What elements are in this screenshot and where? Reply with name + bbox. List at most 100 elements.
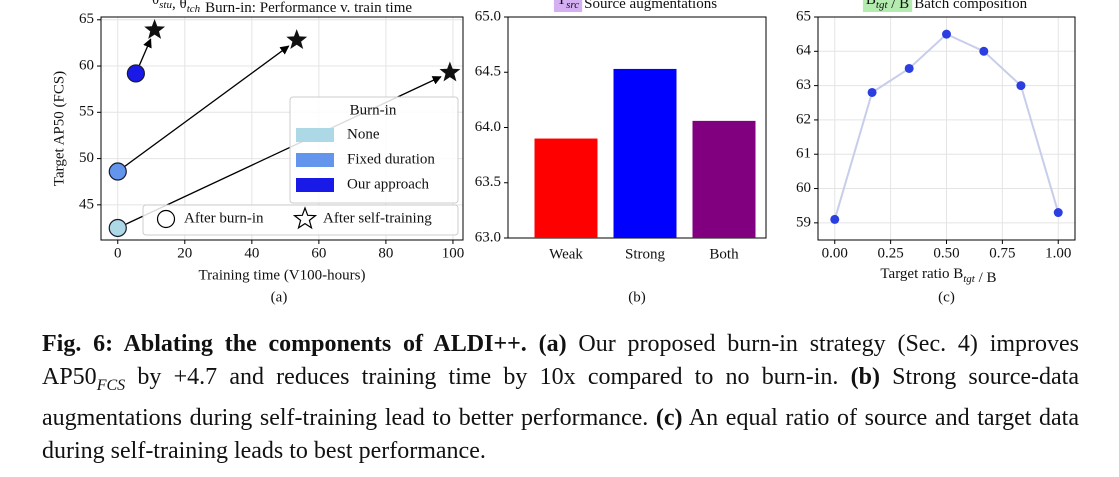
legend-label: Fixed duration [347, 151, 435, 167]
y-tick-label: 65 [79, 11, 94, 27]
x-tick-label: 0.75 [989, 245, 1015, 261]
y-axis-label: Target AP50 (FCS) [51, 71, 67, 186]
y-tick-label: 64.0 [475, 119, 501, 135]
math-base: / B [888, 0, 910, 12]
panel: 63.0 63.5 64.0 64.5 65.0 Tsrc Source augmentat… [475, 0, 767, 305]
math-sub: src [566, 0, 579, 11]
x-tick-label: 1.00 [1045, 245, 1071, 261]
y-tick-label: 61 [796, 146, 811, 162]
bar [613, 68, 677, 238]
caption-bold: (b) [850, 364, 880, 390]
legend-swatch [296, 153, 334, 167]
caption-normal: Our proposed burn-in strategy (Sec. 4) i… [42, 331, 1080, 390]
y-tick-label: 63.0 [475, 229, 501, 245]
legend-label: None [347, 126, 380, 142]
point [1053, 208, 1063, 218]
legend-swatch [296, 128, 334, 142]
point [904, 63, 914, 73]
x-tick-label: 60 [311, 245, 326, 261]
y-tick-label: 45 [79, 196, 94, 212]
title-highlight [862, 0, 913, 12]
panel-label: (a) [271, 289, 288, 305]
y-tick-label: 64 [796, 43, 812, 59]
y-tick-label: 62 [796, 111, 811, 127]
plot-frame [817, 16, 1076, 241]
legend-label: Our approach [347, 176, 430, 192]
math-base: / B [975, 270, 997, 286]
math-sub: tgt [963, 273, 976, 285]
math-base: θ [152, 0, 159, 8]
self-training-point [286, 29, 308, 49]
y-tick-label: 65 [796, 8, 811, 24]
marker-legend-label: After burn-in [184, 210, 264, 226]
panel: 59 60 61 62 63 64 65 0.00 0.25 0.50 0.75 1.00 Btgt /… [796, 0, 1076, 305]
burn-in-point [108, 218, 127, 238]
arrow [124, 45, 290, 167]
panel-label: (c) [938, 289, 955, 305]
math-base: , θ [172, 0, 187, 12]
x-tick-label: 100 [442, 245, 465, 261]
x-axis-label: Target ratio Btgt / B [880, 266, 996, 286]
math-base: T [557, 0, 566, 8]
legend-box [289, 96, 459, 204]
plot-frame [100, 16, 464, 241]
caption-sub: FCS [96, 376, 126, 394]
x-tick-label: 80 [378, 245, 393, 261]
x-tick-label: 40 [244, 245, 259, 261]
caption: Fig. 6: Ablating the components of ALDI+… [42, 328, 1079, 468]
marker-legend-star [292, 206, 318, 230]
self-training-point [144, 19, 166, 39]
x-tick-label: 0 [114, 245, 122, 261]
point [830, 214, 840, 224]
y-tick-label: 63.5 [475, 174, 501, 190]
caption-bold: Fig. 6: Ablating the components of ALDI+… [42, 331, 567, 357]
x-tick-label: 0.25 [878, 245, 904, 261]
point [867, 87, 877, 97]
panel: 45 50 55 60 65 0 20 40 60 80 100 θstu, θtch Burn-in:… [51, 0, 464, 305]
x-axis-label: Training time (V100-hours) [199, 267, 366, 283]
caption-bold: (c) [655, 404, 683, 431]
x-tick-label: 0.50 [933, 245, 959, 261]
math-sub: tgt [876, 0, 889, 11]
y-tick-label: 60 [796, 180, 811, 196]
math-base: B [866, 0, 876, 8]
title-text: Source augmentations [584, 0, 717, 12]
point [979, 46, 989, 56]
legend-title: Burn-in [350, 102, 397, 118]
bar [692, 120, 756, 238]
marker-legend-circle [156, 209, 176, 229]
panel-label: (b) [628, 289, 646, 305]
title-text: Batch composition [914, 0, 1027, 12]
chart-title: Tsrc Source augmentations [557, 0, 717, 12]
y-tick-label: 63 [796, 77, 811, 93]
math-base: Target ratio B [880, 266, 963, 282]
point [942, 29, 951, 39]
bar [534, 138, 598, 238]
chart-title: θstu, θtch Burn-in: Performance v. train … [152, 0, 412, 16]
title-highlight [553, 0, 583, 12]
point [1016, 81, 1026, 91]
burn-in-point [126, 64, 145, 83]
x-tick-label: Strong [625, 246, 666, 262]
y-tick-label: 55 [79, 104, 94, 120]
caption-normal: Strong source-data augmentations during … [42, 364, 1080, 431]
y-tick-label: 65.0 [475, 8, 501, 24]
y-tick-label: 64.5 [475, 64, 501, 80]
caption-normal: An equal ratio of source and target data… [42, 404, 1080, 464]
x-tick-label: Both [709, 246, 739, 262]
title-text: Burn-in: Performance v. train time [205, 0, 412, 16]
y-tick-label: 60 [79, 57, 94, 73]
y-tick-label: 59 [796, 214, 811, 230]
math-sub: stu [159, 0, 172, 11]
caption-normal: by +4.7 and reduces training time by 10x… [125, 364, 851, 390]
math-sub: tch [187, 3, 201, 15]
self-training-point [439, 61, 461, 82]
x-tick-label: Weak [549, 246, 583, 262]
figure: 45 50 55 60 65 0 20 40 60 80 100 θstu, θtch Burn-in:… [51, 0, 1076, 305]
chart-title: Btgt / B Batch composition [866, 0, 1028, 12]
y-tick-label: 50 [79, 150, 94, 166]
arrow [138, 38, 152, 66]
burn-in-point [108, 162, 127, 181]
legend-swatch [296, 178, 334, 192]
